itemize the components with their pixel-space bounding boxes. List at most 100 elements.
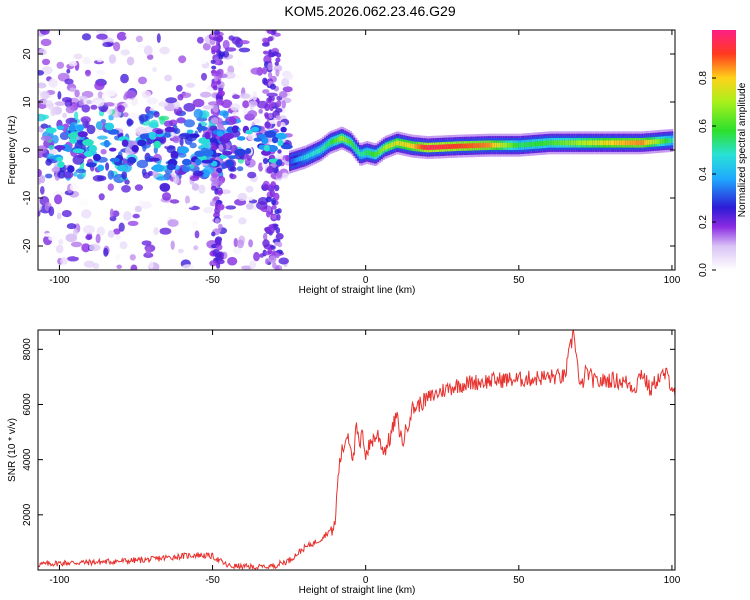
heatmap-cell bbox=[191, 183, 200, 191]
ridge-cell bbox=[599, 140, 602, 146]
heatmap-cell bbox=[69, 183, 79, 191]
ridge-cell bbox=[575, 140, 578, 146]
ridge-cell bbox=[518, 142, 521, 148]
y-tick-label: 4000 bbox=[22, 448, 33, 471]
ridge-cell bbox=[316, 149, 319, 154]
heatmap-cell bbox=[112, 210, 120, 217]
heatmap-cell bbox=[93, 153, 101, 162]
heatmap-cell bbox=[224, 47, 237, 52]
heatmap-cell bbox=[135, 126, 147, 136]
heatmap-cell bbox=[194, 150, 206, 157]
heatmap-cell bbox=[45, 100, 55, 110]
heatmap-cell bbox=[126, 98, 132, 104]
heatmap-cell bbox=[268, 112, 273, 119]
heatmap-cell bbox=[276, 171, 283, 179]
heatmap-cell bbox=[149, 119, 159, 128]
heatmap-cell bbox=[273, 64, 283, 72]
heatmap-cell bbox=[57, 161, 65, 168]
heatmap-cell bbox=[214, 238, 221, 244]
ridge-cell bbox=[436, 144, 439, 150]
heatmap-cell bbox=[103, 247, 109, 257]
ridge-cell bbox=[331, 139, 334, 145]
heatmap-cell bbox=[129, 254, 136, 261]
heatmap-cell bbox=[96, 226, 106, 236]
heatmap-cell bbox=[201, 72, 207, 81]
ridge-cell bbox=[664, 138, 666, 144]
heatmap-cell bbox=[201, 159, 213, 164]
heatmap-cell bbox=[204, 131, 211, 140]
ridge-cell bbox=[573, 140, 576, 146]
ridge-cell bbox=[493, 142, 496, 148]
heatmap-cell bbox=[281, 77, 290, 88]
heatmap-cell bbox=[73, 53, 83, 60]
heatmap-cell bbox=[264, 103, 270, 112]
heatmap-cell bbox=[121, 185, 131, 193]
heatmap-cell bbox=[156, 176, 168, 181]
heatmap-cell bbox=[179, 138, 184, 146]
heatmap-cell bbox=[48, 78, 58, 88]
heatmap-cell bbox=[56, 61, 65, 69]
ridge-cell bbox=[419, 144, 422, 150]
snr-y-ticks: 2000 4000 6000 8000 bbox=[22, 338, 675, 526]
ridge-cell bbox=[360, 151, 363, 157]
heatmap-cell bbox=[217, 90, 225, 97]
ridge-cell bbox=[417, 144, 420, 150]
x-tick-label: -100 bbox=[49, 575, 69, 586]
heatmap-cell bbox=[80, 116, 91, 124]
ridge-cell bbox=[414, 144, 417, 149]
ridge-cell bbox=[386, 144, 389, 149]
heatmap-cell bbox=[175, 84, 183, 92]
heatmap-cell bbox=[242, 100, 250, 109]
colorbar-gradient bbox=[712, 30, 736, 270]
ridge-cell bbox=[322, 145, 325, 151]
ridge-cell bbox=[539, 141, 541, 146]
heatmap-cell bbox=[211, 231, 216, 237]
ridge-cell bbox=[302, 155, 304, 161]
heatmap-cell bbox=[155, 129, 164, 135]
heatmap-cell bbox=[134, 184, 143, 191]
heatmap-cell bbox=[130, 264, 138, 270]
ridge-cell bbox=[498, 142, 501, 148]
heatmap-cell bbox=[139, 133, 150, 140]
heatmap-cell bbox=[107, 230, 115, 238]
ridge-cell bbox=[577, 140, 580, 146]
heatmap-cell bbox=[109, 157, 120, 163]
x-tick-label: -50 bbox=[205, 275, 220, 286]
ridge-cell bbox=[627, 140, 630, 146]
heatmap-cell bbox=[45, 127, 57, 134]
heatmap-cell bbox=[156, 33, 161, 44]
heatmap-cell bbox=[231, 36, 242, 45]
ridge-cell bbox=[625, 140, 628, 146]
heatmap-cell bbox=[271, 205, 277, 210]
heatmap-cell bbox=[56, 156, 63, 162]
heatmap-cell bbox=[249, 260, 257, 269]
heatmap-cell bbox=[56, 212, 62, 220]
heatmap-cell bbox=[239, 40, 250, 45]
ridge-cell bbox=[432, 144, 435, 150]
ridge-cell bbox=[583, 140, 586, 146]
heatmap-cell bbox=[148, 131, 156, 140]
spectrogram-x-ticks: -100 -50 0 50 100 bbox=[49, 30, 681, 286]
heatmap-cell bbox=[233, 237, 238, 248]
heatmap-cell bbox=[55, 244, 64, 254]
ridge-cell bbox=[535, 141, 538, 147]
heatmap-cell bbox=[95, 233, 101, 244]
heatmap-cell bbox=[174, 128, 181, 135]
heatmap-cell bbox=[45, 173, 53, 179]
heatmap-cell bbox=[209, 260, 218, 267]
ridge-cell bbox=[641, 140, 644, 146]
ridge-cell bbox=[362, 151, 365, 156]
ridge-cell bbox=[320, 147, 323, 152]
heatmap-cell bbox=[40, 123, 49, 129]
heatmap-cell bbox=[227, 256, 238, 266]
ridge-cell bbox=[298, 156, 301, 162]
ridge-cell bbox=[621, 140, 624, 146]
ridge-cell bbox=[349, 140, 352, 145]
heatmap-cell bbox=[183, 102, 196, 112]
heatmap-cell bbox=[275, 159, 283, 166]
ridge-cell bbox=[546, 140, 549, 146]
ridge-cell bbox=[520, 142, 523, 148]
colorbar-tick-label: 0.8 bbox=[698, 71, 709, 85]
heatmap-cell bbox=[238, 217, 247, 225]
spectrogram-y-axis-label: Frequency (Hz) bbox=[7, 116, 18, 185]
